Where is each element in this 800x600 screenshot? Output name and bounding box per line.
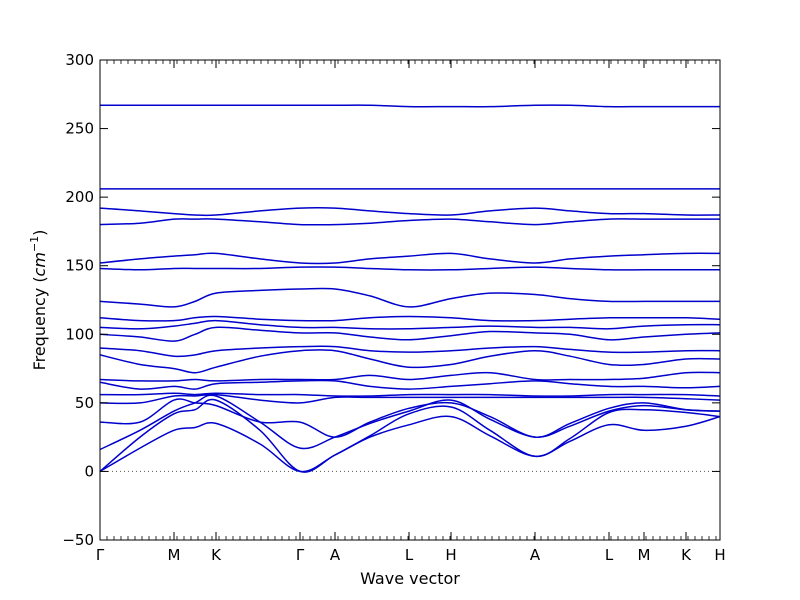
y-tick-label-1: 0 [84, 462, 94, 480]
y-tick-label-2: 50 [75, 394, 94, 412]
y-tick-label-6: 250 [65, 120, 94, 138]
x-tick-label-2: K [211, 546, 222, 564]
x-tick-label-8: L [605, 546, 614, 564]
plot-frame [99, 59, 721, 541]
band-16 [100, 252, 720, 265]
y-tick-label-3: 100 [65, 325, 94, 343]
x-tick-label-4: A [330, 546, 341, 564]
y-tick-label-4: 150 [65, 257, 94, 275]
band-14 [100, 287, 720, 308]
band-15 [100, 266, 720, 271]
y-axis-label-text: Frequency [30, 288, 49, 371]
band-12 [100, 319, 720, 330]
y-axis-unit-exponent: −1 [28, 236, 41, 252]
band-1 [100, 415, 720, 473]
band-5 [100, 393, 720, 405]
x-tick-label-3: Γ [296, 546, 305, 564]
y-tick-label-5: 200 [65, 188, 94, 206]
x-tick-label-6: H [445, 546, 456, 564]
x-tick-label-5: L [405, 546, 414, 564]
band-10 [100, 345, 720, 358]
band-18 [100, 207, 720, 217]
band-2 [100, 398, 720, 473]
band-11 [100, 326, 720, 342]
x-axis-label: Wave vector [360, 569, 460, 588]
x-tick-label-7: A [530, 546, 541, 564]
band-lines [100, 104, 720, 473]
x-tick-label-10: K [681, 546, 692, 564]
x-tick-label-9: M [638, 546, 651, 564]
band-6 [100, 392, 720, 397]
band-4 [100, 398, 720, 438]
minor-x-ticks [99, 60, 717, 540]
y-tick-label-7: 300 [65, 51, 94, 69]
x-tick-label-11: H [714, 546, 725, 564]
band-8 [100, 371, 720, 382]
x-tick-label-0: Γ [96, 546, 105, 564]
y-axis-label: Frequency (cm−1) [28, 230, 49, 371]
band-7 [100, 379, 720, 390]
band-13 [100, 315, 720, 322]
band-20 [100, 104, 720, 108]
band-17 [100, 218, 720, 226]
band-3 [100, 394, 720, 451]
band-9 [100, 349, 720, 374]
x-tick-label-1: M [168, 546, 181, 564]
y-axis-unit: cm [30, 252, 49, 276]
y-tick-label-0: −50 [62, 531, 94, 549]
